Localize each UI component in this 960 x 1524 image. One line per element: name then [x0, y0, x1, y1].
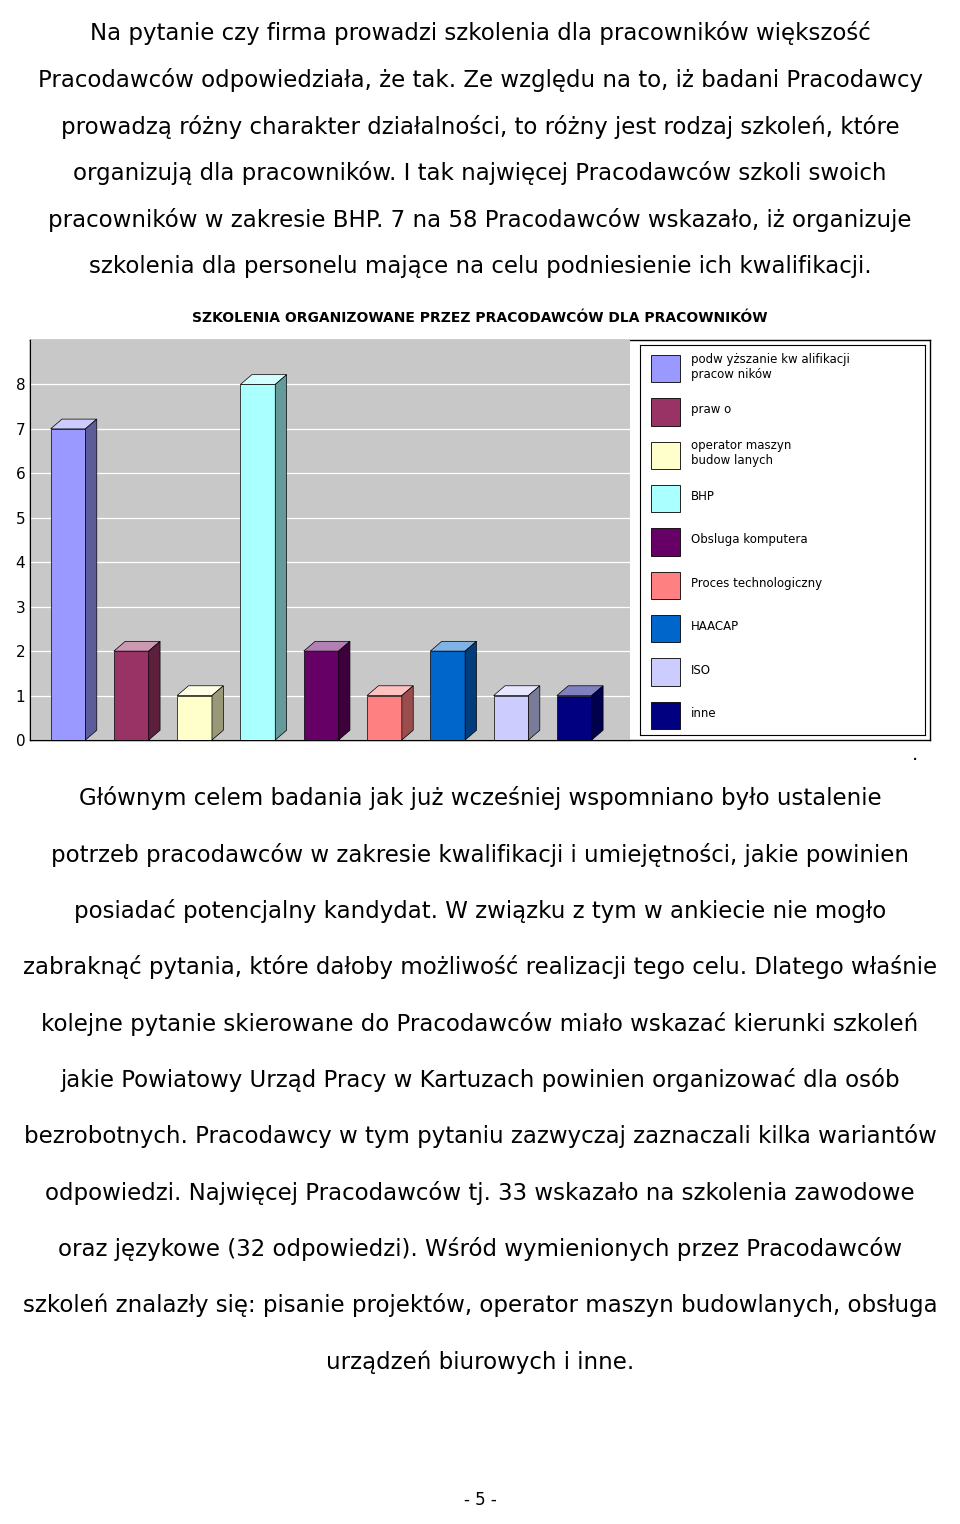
Polygon shape	[212, 686, 224, 741]
Polygon shape	[178, 686, 224, 695]
Text: - 5 -: - 5 -	[464, 1490, 496, 1509]
Text: podw yższanie kw alifikacji
pracow ników: podw yższanie kw alifikacji pracow ników	[691, 352, 851, 381]
Text: operator maszyn
budow lanych: operator maszyn budow lanych	[691, 439, 792, 468]
FancyBboxPatch shape	[652, 616, 680, 642]
Bar	[178, 695, 212, 741]
FancyBboxPatch shape	[652, 701, 680, 728]
Polygon shape	[402, 686, 413, 741]
Polygon shape	[303, 642, 350, 651]
FancyBboxPatch shape	[652, 442, 680, 469]
Text: inne: inne	[691, 707, 717, 719]
Text: praw o: praw o	[691, 404, 732, 416]
Polygon shape	[276, 375, 287, 741]
Text: potrzeb pracodawców w zakresie kwalifikacji i umiejętności, jakie powinien: potrzeb pracodawców w zakresie kwalifika…	[51, 843, 909, 867]
Polygon shape	[591, 686, 603, 741]
Polygon shape	[114, 642, 160, 651]
Bar	[493, 695, 528, 741]
Text: prowadzą różny charakter działalności, to różny jest rodzaj szkoleń, które: prowadzą różny charakter działalności, t…	[60, 114, 900, 139]
Polygon shape	[557, 686, 603, 695]
FancyBboxPatch shape	[652, 529, 680, 556]
Text: zabraknąć pytania, które dałoby możliwość realizacji tego celu. Dlatego właśnie: zabraknąć pytania, które dałoby możliwoś…	[23, 956, 937, 980]
FancyBboxPatch shape	[652, 485, 680, 512]
Text: odpowiedzi. Najwięcej Pracodawców tj. 33 wskazało na szkolenia zawodowe: odpowiedzi. Najwięcej Pracodawców tj. 33…	[45, 1181, 915, 1205]
Bar	[51, 428, 85, 741]
Text: HAACAP: HAACAP	[691, 620, 739, 632]
Text: bezrobotnych. Pracodawcy w tym pytaniu zazwyczaj zaznaczali kilka wariantów: bezrobotnych. Pracodawcy w tym pytaniu z…	[24, 1125, 936, 1149]
Text: Proces technologiczny: Proces technologiczny	[691, 576, 823, 590]
Polygon shape	[149, 642, 160, 741]
Text: Głównym celem badania jak już wcześniej wspomniano było ustalenie: Głównym celem badania jak już wcześniej …	[79, 786, 881, 811]
Text: urządzeń biurowych i inne.: urządzeń biurowych i inne.	[325, 1350, 635, 1373]
Polygon shape	[528, 686, 540, 741]
FancyBboxPatch shape	[652, 572, 680, 599]
FancyBboxPatch shape	[652, 398, 680, 425]
Polygon shape	[493, 686, 540, 695]
Text: BHP: BHP	[691, 491, 715, 503]
Text: oraz językowe (32 odpowiedzi). Wśród wymienionych przez Pracodawców: oraz językowe (32 odpowiedzi). Wśród wym…	[58, 1237, 902, 1260]
Text: posiadać potencjalny kandydat. W związku z tym w ankiecie nie mogło: posiadać potencjalny kandydat. W związku…	[74, 899, 886, 924]
Bar	[367, 695, 402, 741]
Text: Pracodawców odpowiedziała, że tak. Ze względu na to, iż badani Pracodawcy: Pracodawców odpowiedziała, że tak. Ze wz…	[37, 69, 923, 91]
Text: kolejne pytanie skierowane do Pracodawców miało wskazać kierunki szkoleń: kolejne pytanie skierowane do Pracodawcó…	[41, 1012, 919, 1036]
Bar	[303, 651, 339, 741]
Text: pracowników w zakresie BHP. 7 na 58 Pracodawców wskazało, iż organizuje: pracowników w zakresie BHP. 7 na 58 Prac…	[48, 207, 912, 232]
FancyBboxPatch shape	[652, 355, 680, 383]
Polygon shape	[240, 375, 287, 384]
Text: ISO: ISO	[691, 663, 711, 677]
Text: organizują dla pracowników. I tak najwięcej Pracodawców szkoli swoich: organizują dla pracowników. I tak najwię…	[73, 162, 887, 186]
Polygon shape	[430, 642, 476, 651]
Polygon shape	[466, 642, 476, 741]
Bar	[240, 384, 276, 741]
Text: Na pytanie czy firma prowadzi szkolenia dla pracowników większość: Na pytanie czy firma prowadzi szkolenia …	[89, 21, 871, 46]
Bar	[114, 651, 149, 741]
Text: szkolenia dla personelu mające na celu podniesienie ich kwalifikacji.: szkolenia dla personelu mające na celu p…	[88, 255, 872, 279]
Polygon shape	[339, 642, 350, 741]
Polygon shape	[367, 686, 413, 695]
Text: jakie Powiatowy Urząd Pracy w Kartuzach powinien organizować dla osób: jakie Powiatowy Urząd Pracy w Kartuzach …	[60, 1068, 900, 1093]
Polygon shape	[51, 419, 97, 428]
FancyBboxPatch shape	[652, 658, 680, 686]
Bar	[557, 695, 591, 741]
Text: szkoleń znalazły się: pisanie projektów, operator maszyn budowlanych, obsługa: szkoleń znalazły się: pisanie projektów,…	[23, 1294, 937, 1317]
Text: .: .	[912, 745, 918, 765]
Polygon shape	[85, 419, 97, 741]
Text: Obsluga komputera: Obsluga komputera	[691, 533, 808, 547]
Text: SZKOLENIA ORGANIZOWANE PRZEZ PRACODAWCÓW DLA PRACOWNIKÓW: SZKOLENIA ORGANIZOWANE PRZEZ PRACODAWCÓW…	[192, 311, 768, 325]
Bar	[430, 651, 466, 741]
